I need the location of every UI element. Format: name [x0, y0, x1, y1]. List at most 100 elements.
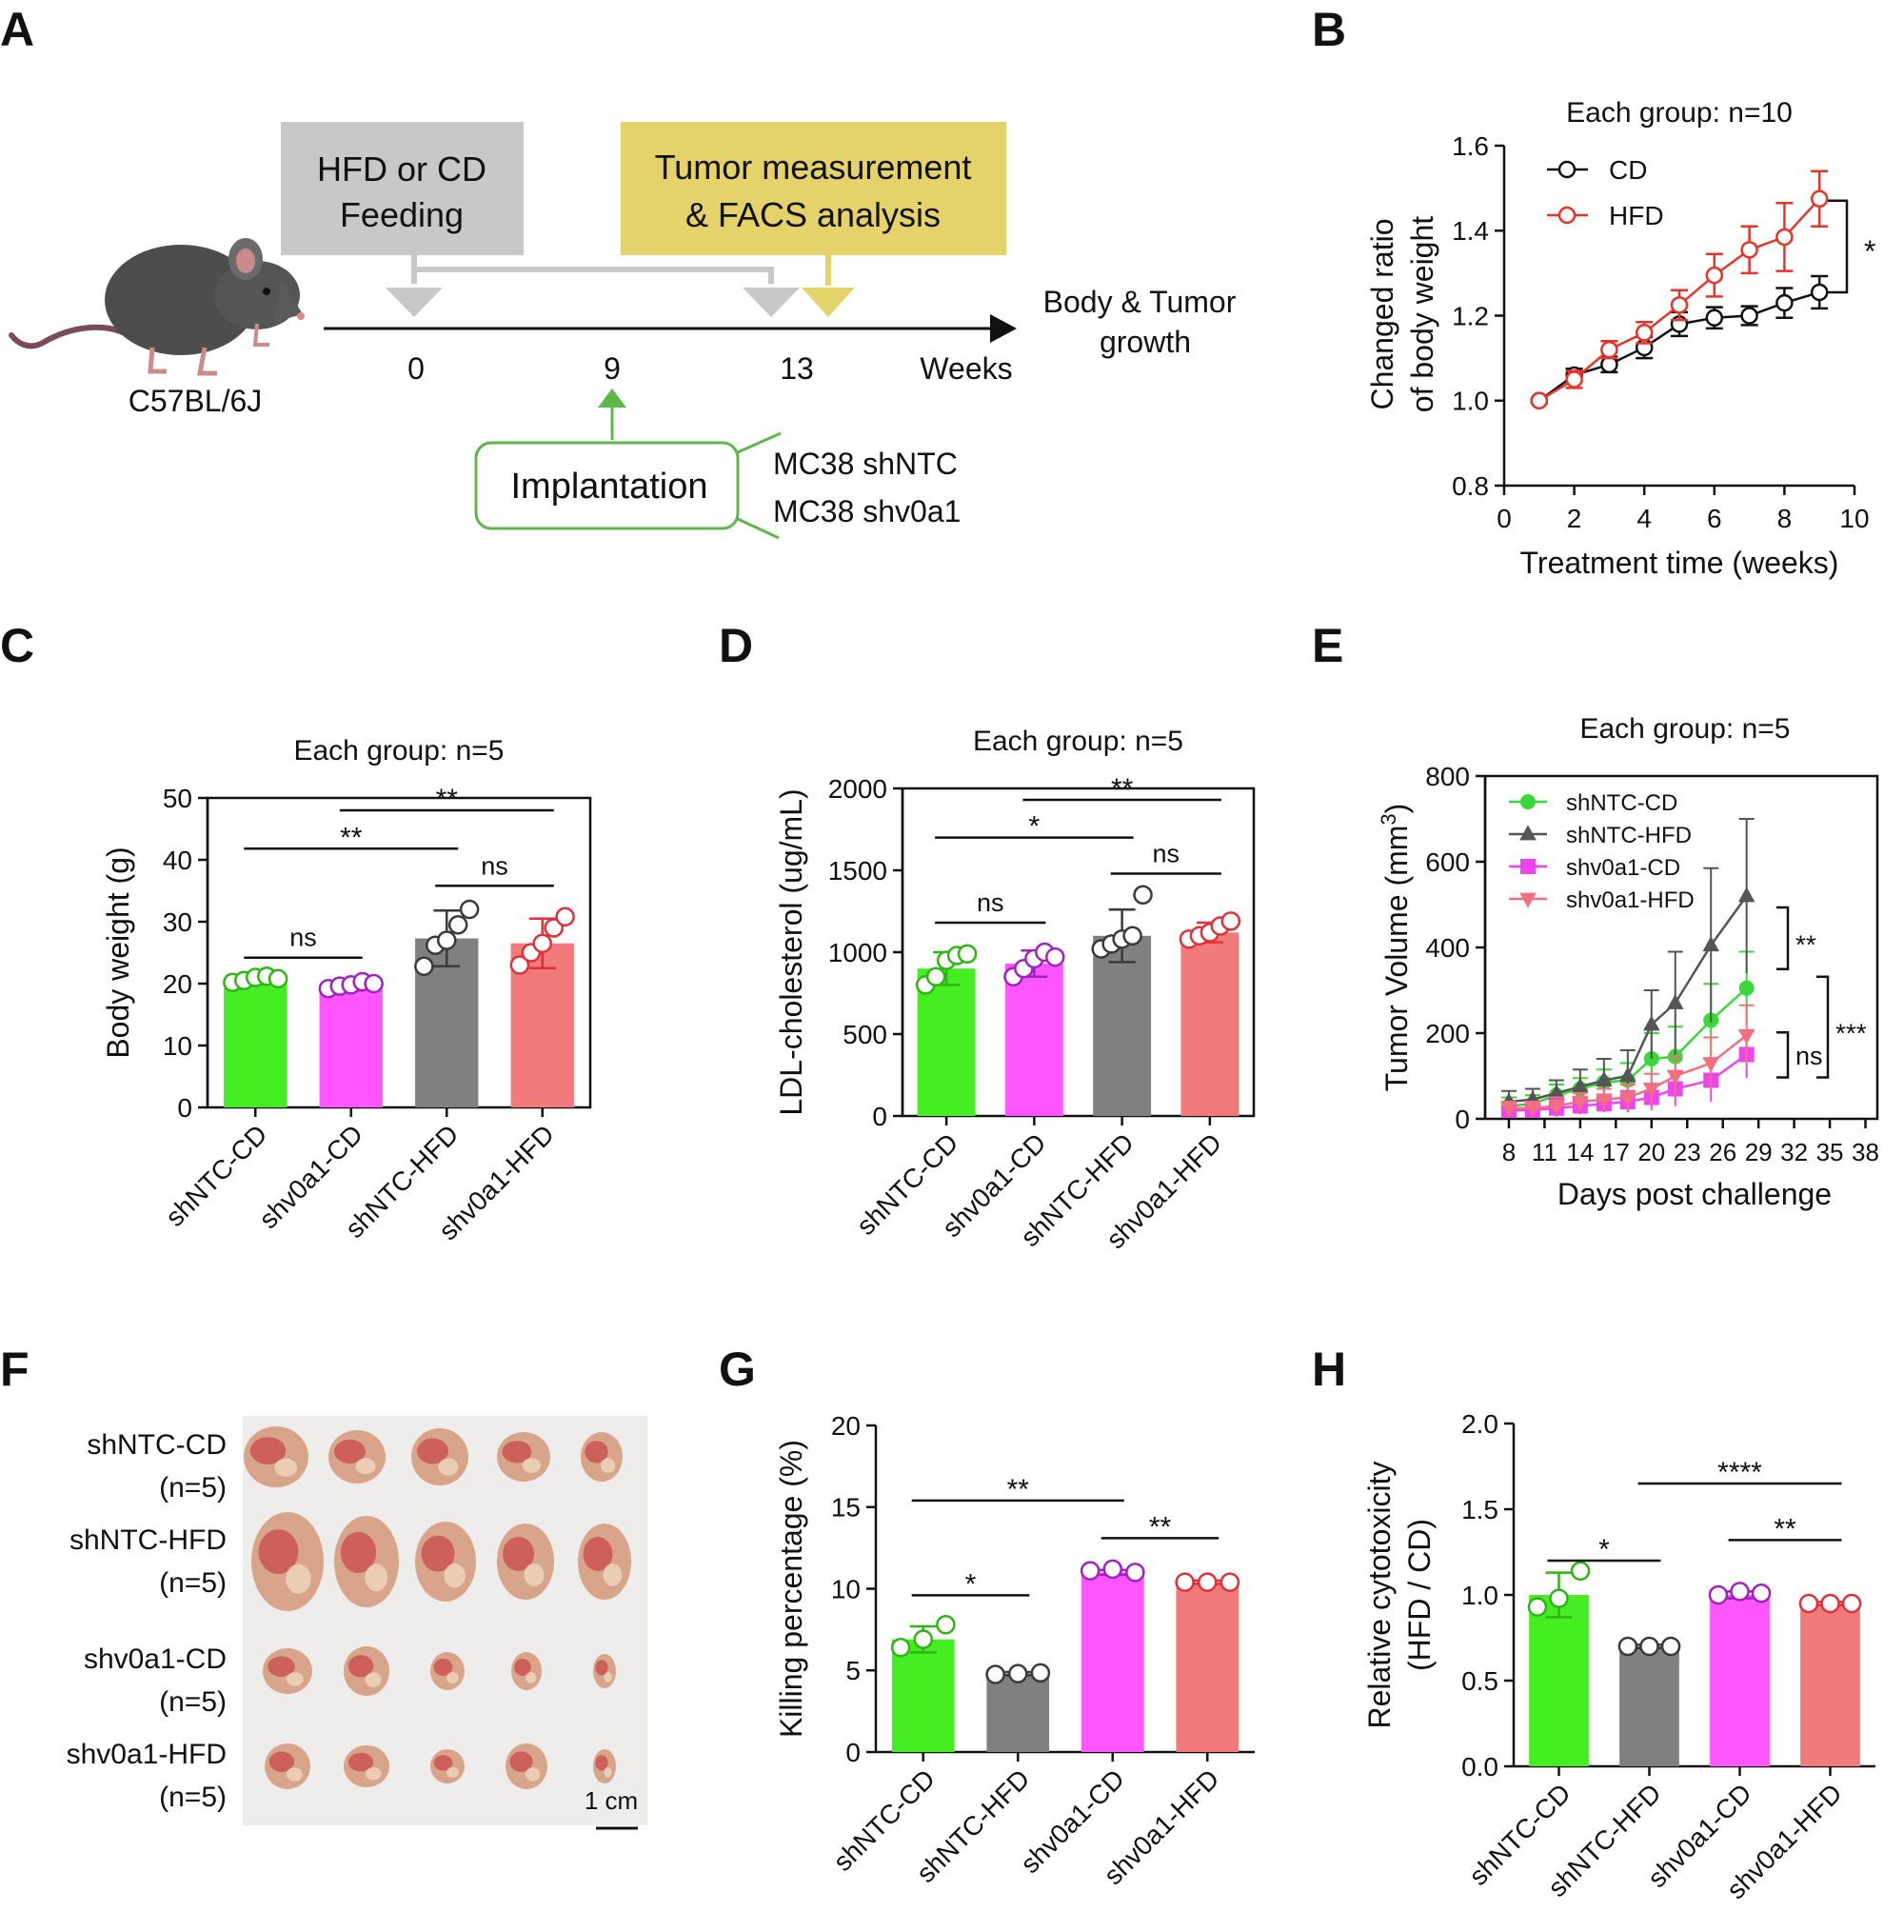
chart-d-ldl-cholesterol: 0500100015002000shNTC-CDshv0a1-CDshNTC-H… [774, 726, 1256, 1254]
y-tick-label: 0 [845, 1738, 861, 1767]
data-point [1548, 1100, 1565, 1116]
data-point [1045, 946, 1065, 967]
cell-line-2: MC38 shv0a1 [773, 494, 961, 528]
x-tick-label: 0 [1497, 504, 1512, 533]
tumor-highlight [446, 1672, 459, 1683]
significance-bracket [1828, 199, 1849, 294]
implant-arrow-head [598, 388, 626, 408]
data-point [985, 1664, 1005, 1684]
data-point [1520, 859, 1536, 874]
bar-shv0a1-cd [1004, 964, 1063, 1116]
x-tick-label: 6 [1707, 504, 1722, 533]
tumor-vessel [268, 1751, 295, 1772]
y-tick-label: 200 [1425, 1019, 1470, 1048]
series-line [1508, 895, 1748, 1104]
y-tick-label: 15 [831, 1493, 861, 1523]
timeline-arrowhead [990, 314, 1017, 343]
x-tick-label: 2 [1567, 504, 1582, 533]
y-tick-label: 600 [1425, 847, 1470, 877]
y-axis-label-sup: 3 [1377, 813, 1400, 825]
y-axis-label: Body weight (g) [101, 846, 135, 1058]
tumor-vessel [595, 1660, 608, 1676]
significance-label: *** [1835, 1019, 1867, 1048]
implant-branch-bottom [737, 517, 780, 540]
panel-f-photo: shNTC-CD (n=5) shNTC-HFD (n=5) shv0a1-CD… [67, 1416, 647, 1830]
bar-shntc-hfd [1619, 1646, 1679, 1766]
tumor-highlight [526, 1672, 537, 1683]
data-point [1702, 936, 1720, 952]
data-point [1642, 1015, 1660, 1031]
tumor-vessel [583, 1537, 613, 1571]
bar-shv0a1-hfd [1176, 1582, 1240, 1752]
data-point [1500, 1102, 1517, 1118]
bar-shv0a1-cd [1081, 1572, 1144, 1752]
tumor-highlight [365, 1767, 382, 1781]
row-label-shntc-cd: shNTC-CD [87, 1429, 227, 1461]
series-shv0a1-hfd [1500, 1004, 1755, 1118]
mouse-illustration [9, 238, 305, 376]
data-point [1572, 1077, 1589, 1093]
y-tick-label: 0.5 [1461, 1666, 1498, 1696]
legend-label: shv0a1-CD [1566, 855, 1680, 881]
y-axis-label: of body weight [1405, 216, 1439, 412]
x-tick-label: 32 [1780, 1138, 1808, 1166]
data-point [1798, 1593, 1819, 1614]
data-point [1570, 1561, 1591, 1582]
data-point [1841, 1593, 1862, 1614]
tumor-highlight [604, 1671, 612, 1683]
data-point [1198, 1572, 1218, 1592]
x-tick-label: 35 [1816, 1138, 1844, 1166]
y-tick-label: 0 [177, 1093, 192, 1123]
chart-c-body-weight: 01020304050shNTC-CDshv0a1-CDshNTC-HFDshv… [101, 735, 592, 1245]
timeline-unit: Weeks [920, 351, 1012, 386]
panel-label-h: H [1312, 1343, 1346, 1396]
bar-shv0a1-cd [1710, 1595, 1770, 1766]
significance-label: ns [481, 851, 508, 880]
week0-arrow [386, 288, 443, 317]
y-tick-label: 30 [163, 907, 192, 937]
y-tick-label: 0.8 [1452, 471, 1489, 501]
tumor-highlight [355, 1458, 376, 1475]
data-point [1639, 1636, 1659, 1657]
y-tick-label: 20 [831, 1411, 861, 1441]
tumor-vessel [268, 1656, 295, 1677]
data-point [1596, 1093, 1613, 1109]
data-point [1820, 1593, 1840, 1614]
tumor-vessel [514, 1659, 531, 1676]
timeline-tick-9: 9 [604, 351, 621, 386]
bar-shv0a1-cd [319, 985, 383, 1107]
data-point [1751, 1583, 1772, 1603]
legend-marker [1557, 160, 1577, 179]
row-n-shntc-hfd: (n=5) [159, 1567, 227, 1599]
y-tick-label: 800 [1425, 762, 1470, 791]
significance-label: ** [1774, 1513, 1796, 1544]
y-tick-label: 0.0 [1461, 1752, 1498, 1782]
x-tick-label: 8 [1502, 1138, 1516, 1166]
bar-shv0a1-hfd [1180, 932, 1240, 1116]
data-point [1572, 1095, 1589, 1111]
data-point [1519, 892, 1537, 908]
bar-shv0a1-hfd [1800, 1603, 1860, 1766]
significance-label: ns [1795, 1042, 1823, 1070]
y-tick-label: 1.4 [1452, 216, 1489, 246]
y-axis-label-text: Tumor Volume (mm [1379, 826, 1414, 1092]
data-point [925, 966, 946, 987]
y-axis-label: (HFD / CD) [1402, 1519, 1437, 1671]
chart-title: Each group: n=5 [293, 735, 504, 767]
chart-h-relative-cytotoxicity: 0.00.51.01.52.0shNTC-CDshNTC-HFDshv0a1-C… [1362, 1409, 1875, 1904]
y-tick-label: 20 [163, 969, 192, 999]
significance-bracket [1776, 906, 1790, 970]
tumor-highlight [600, 1458, 616, 1473]
y-tick-label: 1.6 [1452, 131, 1489, 161]
week13-arrow [743, 288, 800, 317]
y-axis-label: Tumor Volume (mm3) [1377, 804, 1414, 1092]
tumor-vessel [502, 1441, 532, 1464]
tumor-highlight [446, 1766, 459, 1778]
legend-label: CD [1609, 155, 1647, 185]
y-tick-label: 5 [845, 1656, 861, 1685]
panel-letters: A B C D E F G H [0, 3, 1346, 1396]
data-point [936, 1614, 956, 1635]
data-point [1642, 1083, 1660, 1099]
tumor-highlight [286, 1672, 304, 1686]
y-axis-label: LDL-cholesterol (ug/mL) [774, 788, 808, 1115]
